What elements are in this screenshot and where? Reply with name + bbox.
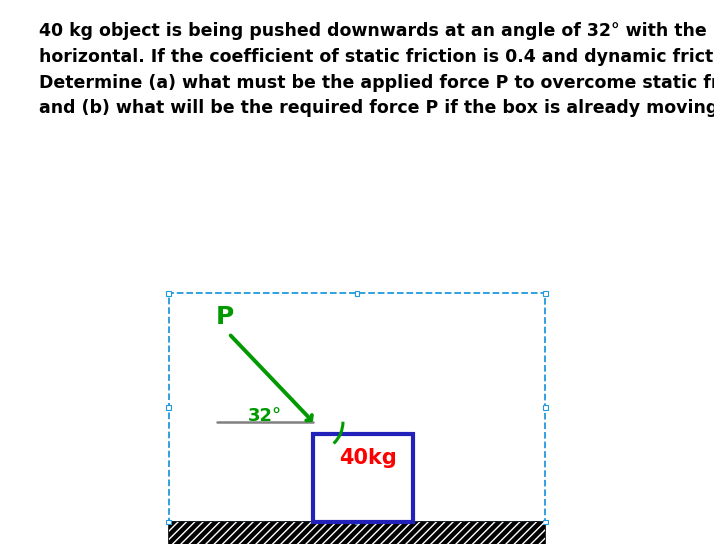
Bar xyxy=(166,291,171,296)
Bar xyxy=(166,519,171,525)
Text: 32°: 32° xyxy=(248,407,282,425)
Text: 40 kg object is being pushed downwards at an angle of 32° with the
horizontal. I: 40 kg object is being pushed downwards a… xyxy=(39,22,714,117)
Bar xyxy=(543,519,548,525)
Bar xyxy=(543,291,548,296)
Bar xyxy=(169,522,545,544)
Bar xyxy=(543,405,548,410)
Bar xyxy=(169,294,545,522)
Text: 40kg: 40kg xyxy=(339,449,397,469)
Bar xyxy=(166,405,171,410)
Bar xyxy=(169,522,545,544)
Bar xyxy=(355,291,359,296)
Bar xyxy=(355,519,359,525)
Text: P: P xyxy=(216,305,233,329)
Bar xyxy=(313,434,413,522)
